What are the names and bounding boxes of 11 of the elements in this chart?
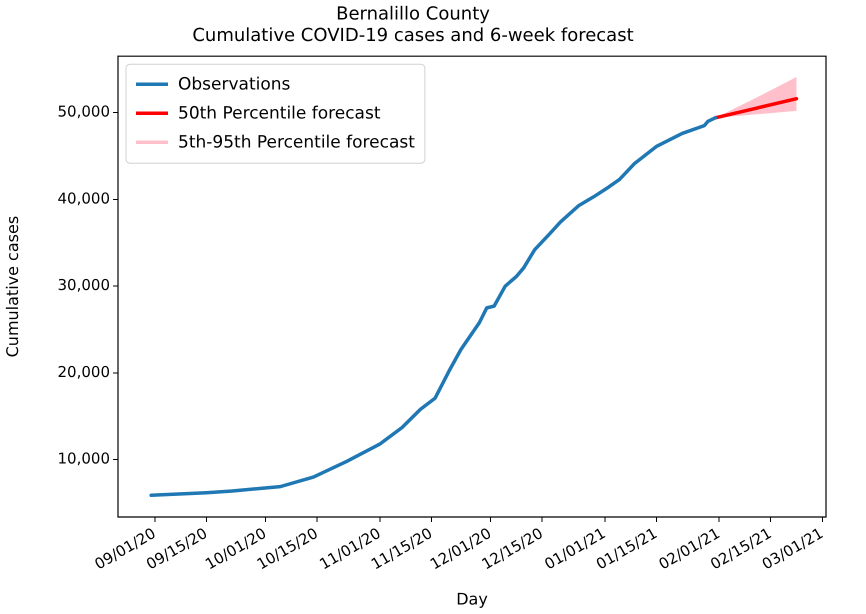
legend-label: 5th-95th Percentile forecast xyxy=(178,132,416,153)
legend-label: Observations xyxy=(178,74,291,95)
y-tick-label: 50,000 xyxy=(58,102,110,120)
y-axis-title: Cumulative cases xyxy=(2,216,22,358)
y-tick-label: 20,000 xyxy=(58,362,110,381)
y-tick-label: 30,000 xyxy=(58,276,110,294)
x-axis-title: Day xyxy=(456,590,488,609)
y-tick-label: 10,000 xyxy=(58,450,110,468)
chart-title: Bernalillo County Cumulative COVID-19 cases and 6-week forecast xyxy=(192,3,634,46)
y-tick-label: 40,000 xyxy=(58,189,110,208)
legend-label: 50th Percentile forecast xyxy=(178,104,381,124)
